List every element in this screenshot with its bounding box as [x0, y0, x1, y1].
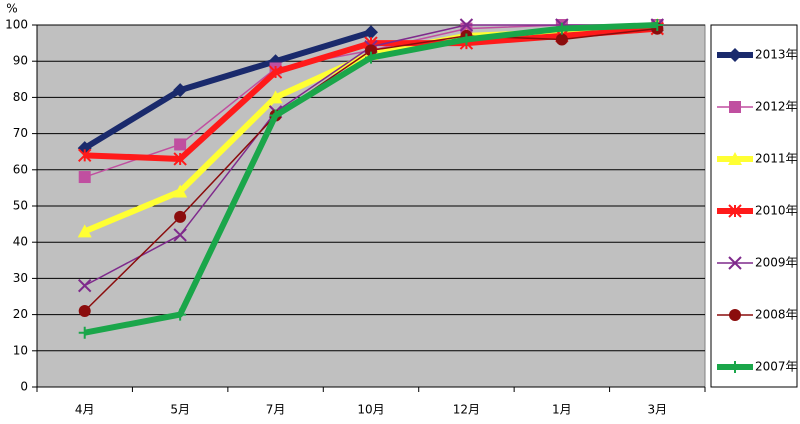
marker — [78, 148, 92, 163]
x-tick-label: 3月 — [647, 403, 667, 417]
marker — [728, 48, 742, 62]
marker — [173, 228, 187, 242]
marker — [729, 309, 741, 321]
y-tick-label: 30 — [13, 271, 28, 285]
x-tick-label: 10月 — [357, 403, 384, 417]
marker — [365, 51, 377, 64]
y-tick-label: 100 — [5, 18, 28, 32]
marker — [78, 304, 91, 317]
legend-label: 2013年 — [755, 48, 798, 62]
marker — [174, 210, 187, 223]
marker — [364, 25, 378, 40]
marker — [555, 33, 568, 46]
y-tick-label: 60 — [13, 162, 28, 176]
legend-label: 2009年 — [755, 256, 798, 270]
x-tick-label: 5月 — [170, 403, 190, 417]
marker — [651, 19, 664, 31]
legend-label: 2010年 — [755, 204, 798, 218]
marker — [728, 152, 742, 165]
y-axis-label: % — [6, 2, 17, 16]
marker — [173, 152, 187, 166]
marker — [78, 171, 91, 184]
marker — [555, 22, 568, 35]
marker — [268, 65, 283, 79]
x-tick-label: 12月 — [453, 403, 480, 417]
marker — [174, 138, 187, 151]
marker — [77, 224, 92, 238]
legend-label: 2008年 — [755, 308, 798, 322]
marker — [459, 18, 474, 32]
marker — [78, 278, 92, 293]
marker — [173, 184, 188, 198]
y-tick-label: 40 — [13, 235, 28, 249]
y-tick-label: 20 — [13, 307, 28, 321]
marker — [460, 33, 473, 46]
legend-label: 2007年 — [755, 360, 798, 374]
legend-box — [710, 24, 798, 388]
marker — [268, 90, 283, 104]
marker — [729, 361, 741, 373]
y-tick-label: 70 — [13, 126, 28, 140]
marker — [269, 109, 282, 122]
x-tick-label: 7月 — [266, 403, 286, 417]
x-tick-label: 4月 — [75, 403, 95, 417]
marker — [365, 44, 377, 57]
legend-label: 2011年 — [755, 152, 798, 166]
y-tick-label: 10 — [13, 343, 28, 357]
y-tick-label: 50 — [13, 199, 28, 213]
marker — [728, 204, 742, 218]
series-line — [83, 29, 372, 151]
marker — [728, 256, 742, 270]
y-tick-label: 80 — [13, 90, 28, 104]
marker — [174, 308, 187, 321]
legend-label: 2012年 — [755, 100, 798, 114]
y-tick-label: 90 — [13, 54, 28, 68]
marker — [729, 101, 741, 113]
marker — [173, 83, 188, 98]
y-tick-label: 0 — [20, 380, 28, 394]
x-tick-label: 1月 — [552, 403, 572, 417]
marker — [78, 326, 91, 339]
